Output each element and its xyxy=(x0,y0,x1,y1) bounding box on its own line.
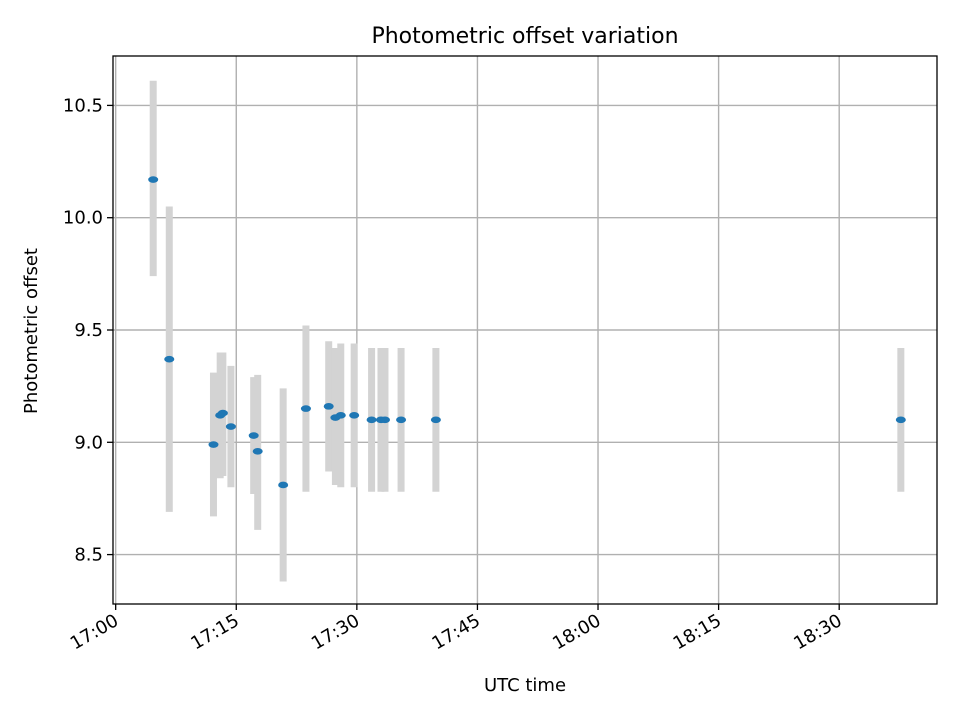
y-tick-label: 8.5 xyxy=(74,545,103,566)
data-point xyxy=(349,412,360,419)
data-point xyxy=(366,416,377,424)
data-point xyxy=(895,416,906,424)
data-point xyxy=(225,423,236,430)
data-point xyxy=(278,481,289,489)
data-point xyxy=(217,409,228,417)
data-point xyxy=(208,441,219,448)
data-points xyxy=(148,176,906,489)
grid xyxy=(113,56,937,604)
data-point xyxy=(396,416,407,424)
data-point xyxy=(148,176,159,183)
chart-title: Photometric offset variation xyxy=(371,24,678,49)
data-point xyxy=(252,447,263,455)
y-axis-label: Photometric offset xyxy=(21,248,42,414)
y-tick-label: 9.0 xyxy=(74,432,103,453)
y-axis-ticks: 8.5 9.0 9.5 10.0 10.5 xyxy=(63,95,113,566)
y-tick-label: 9.5 xyxy=(74,320,103,341)
data-point xyxy=(323,403,334,410)
y-tick-label: 10.0 xyxy=(63,208,103,229)
data-point xyxy=(248,432,259,439)
data-point xyxy=(300,405,311,412)
data-point xyxy=(335,412,346,419)
x-axis-label: UTC time xyxy=(484,675,566,696)
data-point xyxy=(430,416,441,424)
data-point xyxy=(379,416,390,424)
y-tick-label: 10.5 xyxy=(63,95,103,116)
data-point xyxy=(164,355,175,363)
